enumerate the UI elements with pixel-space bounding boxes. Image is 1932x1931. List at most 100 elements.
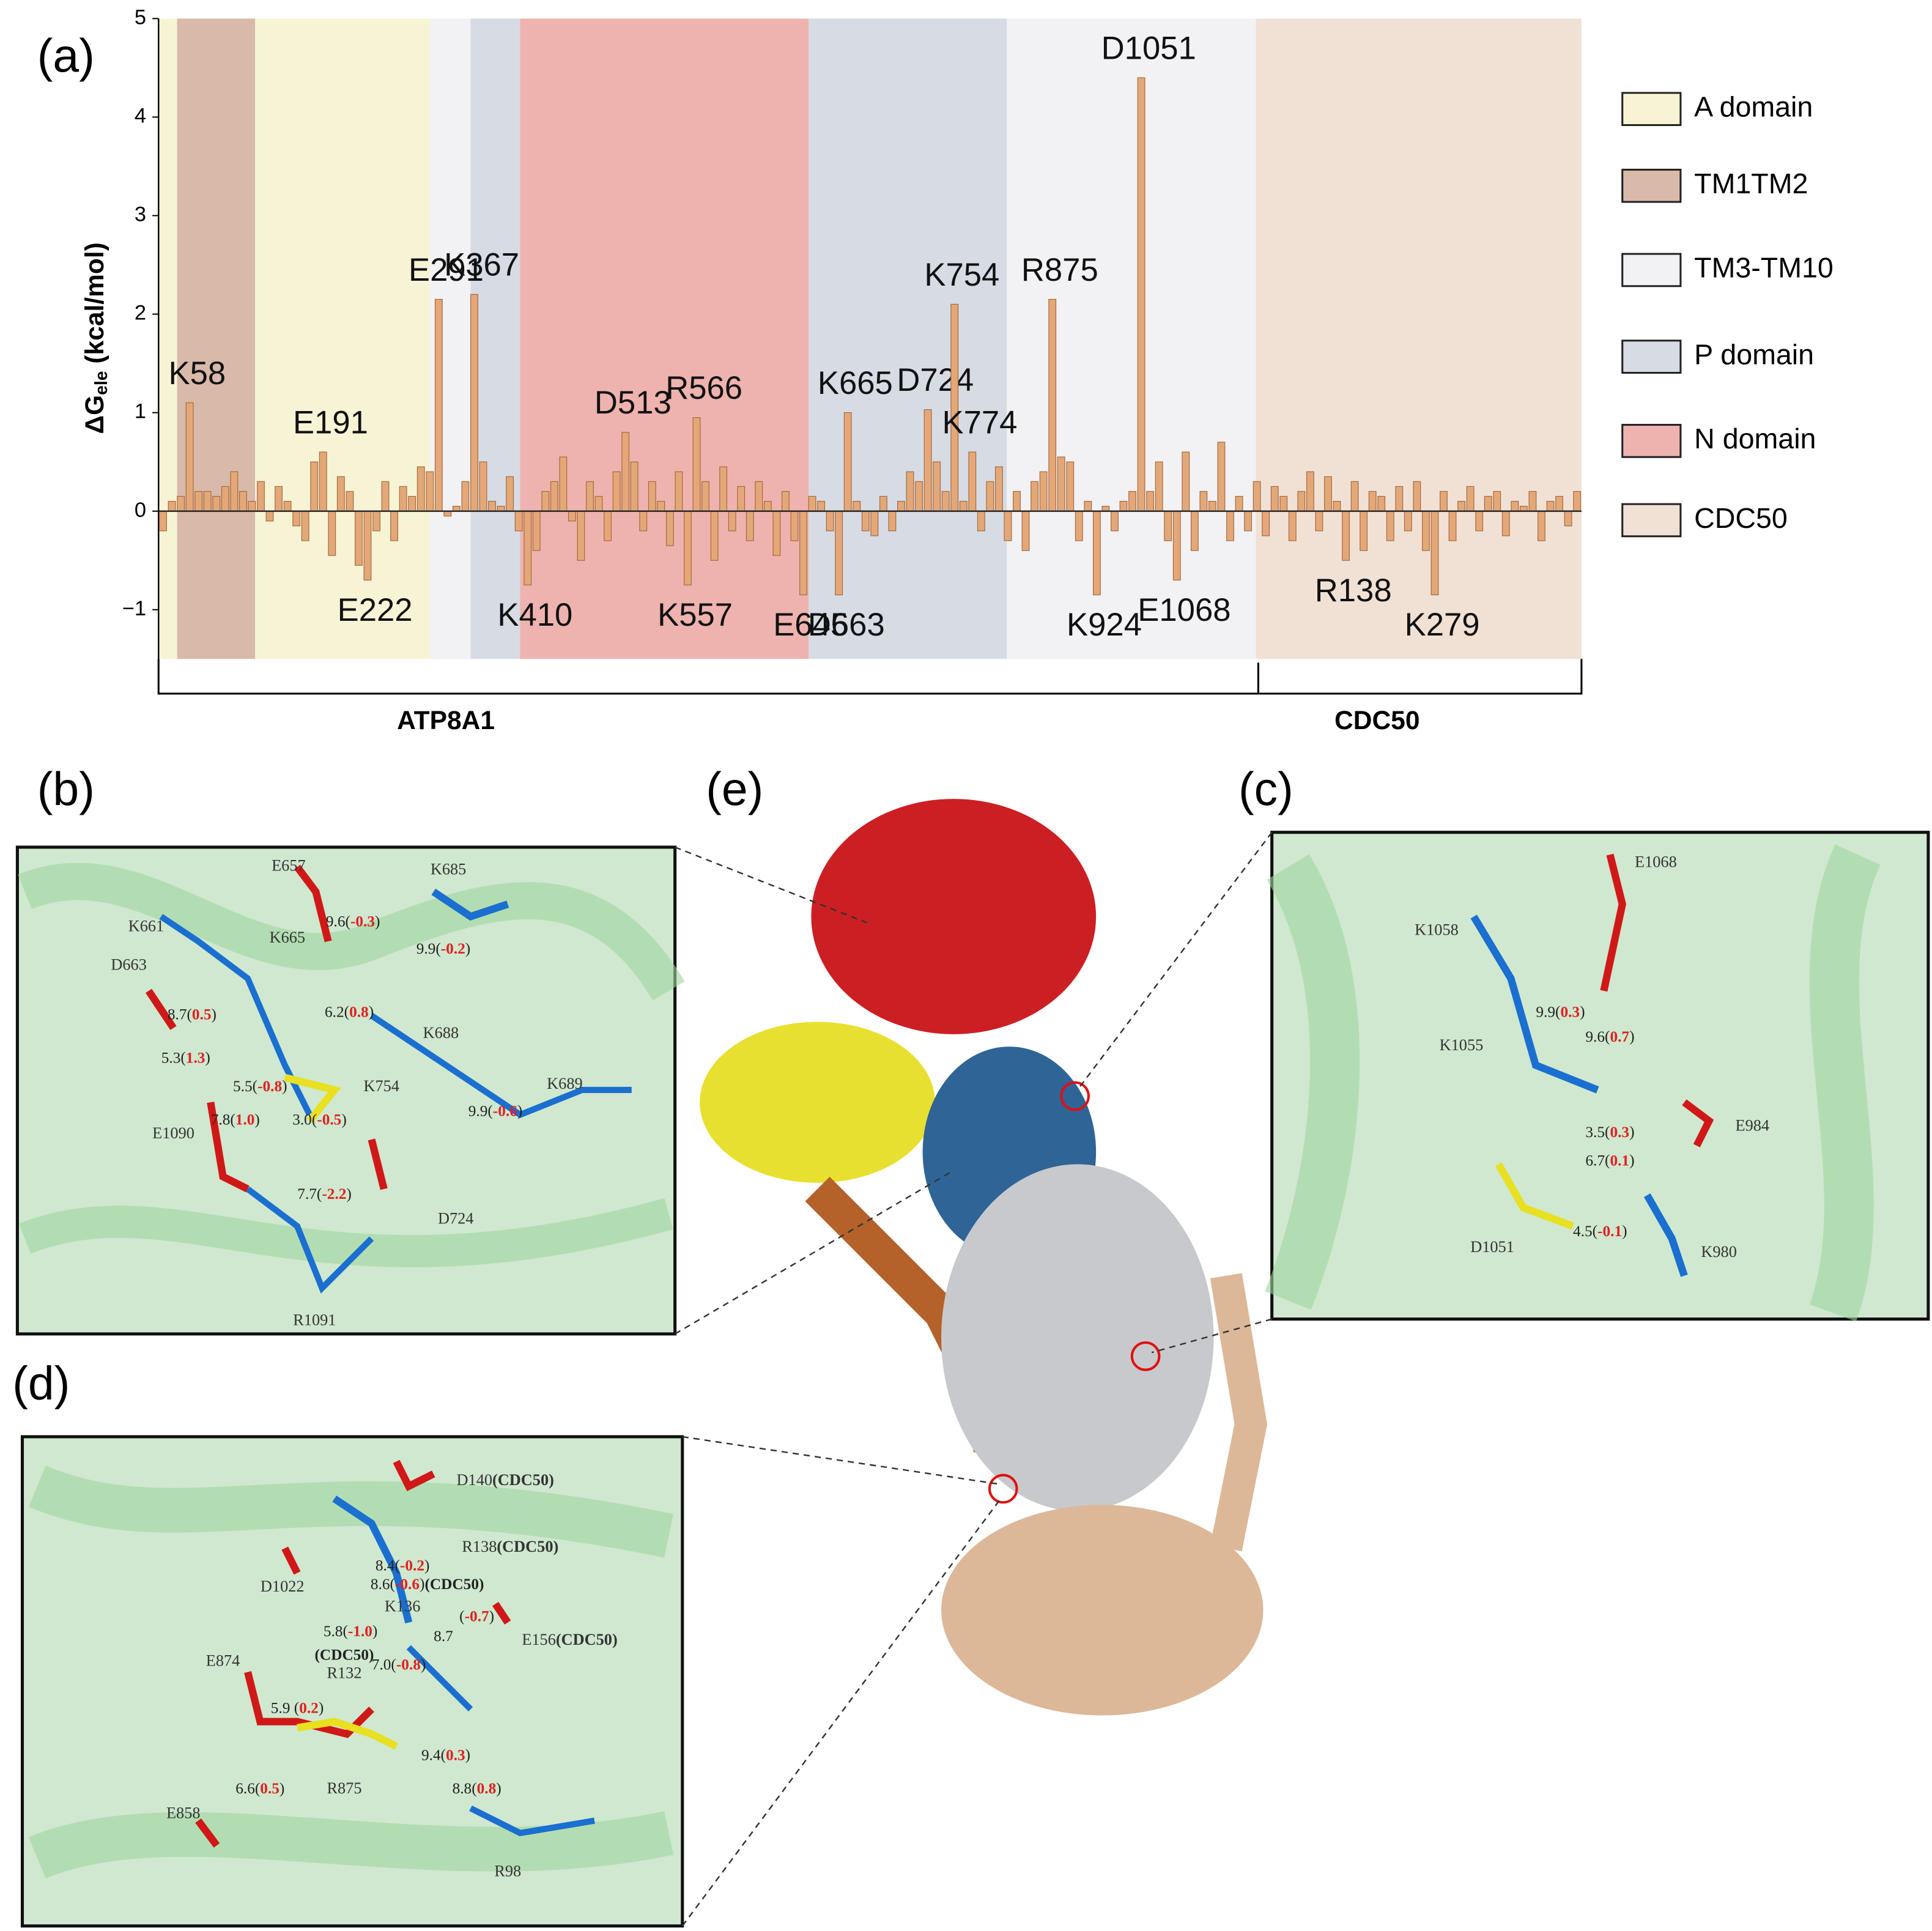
bar	[577, 511, 585, 561]
residue-label: E858	[166, 1804, 201, 1822]
bar	[1253, 481, 1261, 512]
bar	[336, 476, 345, 512]
bar	[1048, 298, 1057, 512]
distance-label: 3.0(-0.5)	[292, 1111, 347, 1128]
y-tick-label: 2	[135, 302, 146, 325]
bar	[479, 461, 487, 512]
domain-band	[1007, 18, 1256, 659]
y-tick-label: 1	[135, 400, 146, 423]
y-axis-label-subscript: ele	[92, 371, 112, 395]
panel-label: (b)	[37, 763, 95, 815]
bar	[275, 486, 283, 512]
bar	[1306, 471, 1314, 512]
legend-swatch	[1621, 92, 1682, 127]
bar	[1066, 461, 1075, 512]
distance-label: 9.6(-0.3)	[326, 913, 380, 930]
plot	[158, 18, 1582, 659]
bar	[701, 481, 709, 512]
panel-e-structure	[675, 799, 1273, 1927]
bar-label: R138	[1315, 573, 1392, 609]
bar	[1039, 471, 1048, 512]
bar	[1208, 500, 1216, 512]
bar	[1004, 511, 1012, 541]
bar-label: R875	[1021, 252, 1098, 288]
legend-swatch	[1621, 503, 1682, 538]
bar	[968, 451, 977, 512]
panel-label: (d)	[12, 1357, 70, 1410]
bar	[1021, 511, 1030, 551]
bar	[1377, 495, 1386, 512]
bar	[488, 500, 496, 512]
domain-band	[1256, 18, 1582, 659]
distance-label: 6.2(0.8)	[325, 1003, 374, 1020]
bar	[1164, 511, 1172, 541]
bar	[986, 481, 994, 512]
bar	[1182, 451, 1190, 512]
bar	[292, 511, 301, 527]
residue-label: D663	[111, 955, 146, 973]
bar	[1430, 511, 1439, 596]
panel-label: (a)	[37, 30, 95, 83]
distance-label: 5.3(1.3)	[161, 1049, 210, 1066]
bar	[897, 500, 905, 512]
bar	[853, 500, 861, 512]
bar	[817, 500, 826, 512]
bar	[826, 511, 834, 532]
domain-band	[158, 18, 177, 659]
residue-label: E874	[206, 1651, 240, 1669]
bar	[532, 511, 541, 551]
bar-label: K58	[168, 355, 226, 391]
bar-label: E1068	[1138, 592, 1231, 628]
bar	[363, 511, 372, 581]
bar	[1555, 495, 1563, 512]
bar	[1155, 461, 1163, 512]
bar	[941, 491, 950, 512]
bar	[755, 481, 763, 512]
panel-label: (e)	[706, 763, 763, 815]
legend-label: TM1TM2	[1694, 168, 1808, 199]
y-tick-label: 0	[135, 499, 146, 522]
bar	[426, 471, 434, 512]
bar-label: K924	[1067, 607, 1142, 643]
bar-label: E191	[293, 404, 368, 440]
bar	[1244, 511, 1253, 532]
bar	[1270, 486, 1279, 512]
bar	[355, 511, 363, 566]
y-axis-label: ΔGele (kcal/mol)	[81, 242, 111, 434]
bar	[257, 481, 265, 512]
bar	[1075, 511, 1083, 541]
distance-label: (CDC50)	[315, 1646, 374, 1663]
bar-label: E222	[338, 592, 413, 628]
bar	[710, 511, 719, 561]
bar	[1324, 476, 1332, 512]
bar	[319, 451, 327, 512]
residue-label: K689	[547, 1075, 582, 1092]
residue-label: R98	[494, 1862, 521, 1880]
bar	[808, 495, 816, 512]
distance-label: 5.5(-0.8)	[233, 1078, 287, 1095]
bar	[1493, 491, 1501, 512]
domain-band	[470, 18, 520, 659]
residue-label: R132	[327, 1664, 361, 1682]
residue-label: E1068	[1635, 853, 1677, 870]
bar	[399, 486, 407, 512]
bar	[221, 486, 229, 512]
bar	[346, 491, 354, 512]
bar	[434, 298, 443, 512]
bar	[1528, 491, 1537, 512]
bar	[586, 481, 594, 512]
bar	[1484, 495, 1492, 512]
bar	[772, 511, 781, 556]
legend-label: P domain	[1694, 338, 1814, 370]
bar	[594, 495, 603, 512]
bar	[1350, 481, 1359, 512]
bar	[763, 500, 772, 512]
bar-label: K665	[818, 365, 893, 401]
bar-label: E291	[409, 252, 484, 288]
bar	[799, 511, 807, 596]
residue-label: K136	[385, 1597, 420, 1615]
distance-label: 5.9 (0.2)	[271, 1699, 324, 1716]
residue-label: E657	[272, 856, 306, 874]
bar	[1457, 500, 1466, 512]
